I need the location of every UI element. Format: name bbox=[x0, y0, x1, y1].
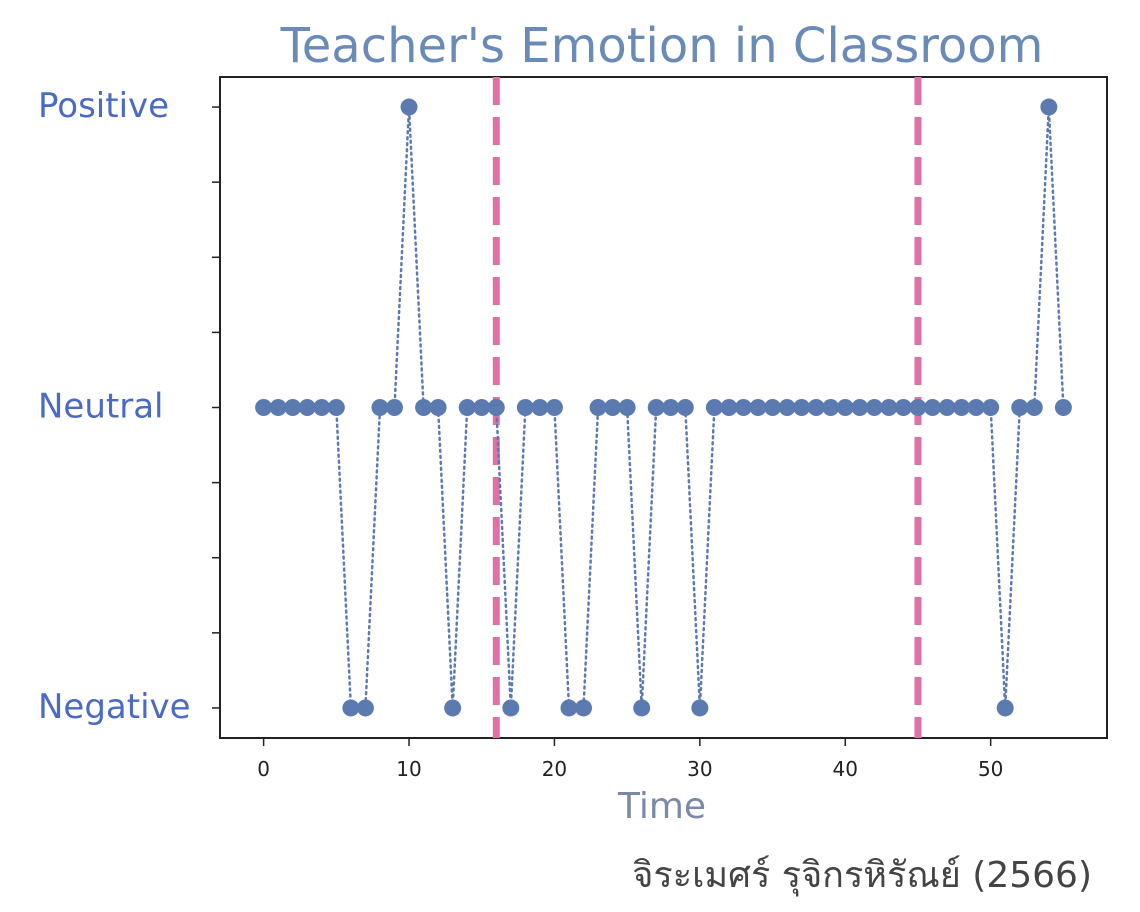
data-point bbox=[1011, 399, 1029, 416]
data-point bbox=[575, 699, 593, 717]
data-point bbox=[356, 699, 374, 717]
data-point bbox=[836, 399, 854, 416]
data-point bbox=[938, 399, 956, 416]
data-point bbox=[313, 399, 331, 416]
x-tick-label: 0 bbox=[257, 757, 270, 781]
data-point bbox=[545, 399, 563, 416]
x-tick-label: 20 bbox=[542, 757, 567, 781]
data-point bbox=[444, 699, 462, 717]
data-point bbox=[822, 399, 840, 416]
x-tick-label: 30 bbox=[687, 757, 712, 781]
data-point bbox=[894, 399, 912, 416]
data-point bbox=[502, 699, 520, 717]
y-tick-label-negative: Negative bbox=[38, 687, 191, 727]
x-tick-label: 50 bbox=[978, 757, 1003, 781]
data-point bbox=[487, 399, 505, 416]
data-point bbox=[705, 399, 723, 416]
data-point bbox=[749, 399, 767, 416]
data-point bbox=[618, 399, 636, 416]
data-point bbox=[982, 399, 1000, 416]
data-point bbox=[720, 399, 738, 416]
x-tick-label: 40 bbox=[833, 757, 858, 781]
data-point bbox=[1025, 399, 1043, 416]
data-point bbox=[298, 399, 316, 416]
data-point bbox=[255, 399, 273, 416]
data-point bbox=[996, 699, 1014, 717]
data-point bbox=[604, 399, 622, 416]
data-point bbox=[400, 98, 418, 116]
data-point bbox=[880, 399, 898, 416]
data-point bbox=[589, 399, 607, 416]
data-point bbox=[473, 399, 491, 416]
data-point bbox=[560, 699, 578, 717]
data-point bbox=[734, 399, 752, 416]
data-point bbox=[1040, 98, 1058, 116]
data-point bbox=[967, 399, 985, 416]
data-point bbox=[327, 399, 345, 416]
data-point bbox=[385, 399, 403, 416]
data-point bbox=[269, 399, 287, 416]
x-tick-label: 10 bbox=[396, 757, 421, 781]
data-point bbox=[531, 399, 549, 416]
data-point bbox=[851, 399, 869, 416]
data-point bbox=[516, 399, 534, 416]
data-point bbox=[778, 399, 796, 416]
data-point bbox=[647, 399, 665, 416]
x-axis-label: Time bbox=[617, 786, 706, 827]
data-point bbox=[909, 399, 927, 416]
credit-text: จิระเมศร์ รุจิกรหิรัณย์ (2566) bbox=[632, 855, 1092, 896]
data-point bbox=[633, 699, 651, 717]
data-point bbox=[371, 399, 389, 416]
data-point bbox=[662, 399, 680, 416]
data-point bbox=[415, 399, 433, 416]
data-point bbox=[429, 399, 447, 416]
y-tick-label-neutral: Neutral bbox=[38, 387, 164, 427]
data-point bbox=[924, 399, 942, 416]
data-point bbox=[284, 399, 302, 416]
chart-title: Teacher's Emotion in Classroom bbox=[280, 18, 1044, 74]
data-point bbox=[676, 399, 694, 416]
data-point bbox=[953, 399, 971, 416]
data-point bbox=[691, 699, 709, 717]
data-point bbox=[1054, 399, 1072, 416]
data-point bbox=[865, 399, 883, 416]
data-point bbox=[458, 399, 476, 416]
data-point bbox=[342, 699, 360, 717]
data-point bbox=[807, 399, 825, 416]
data-point bbox=[764, 399, 782, 416]
data-point bbox=[793, 399, 811, 416]
y-tick-label-positive: Positive bbox=[38, 86, 169, 126]
